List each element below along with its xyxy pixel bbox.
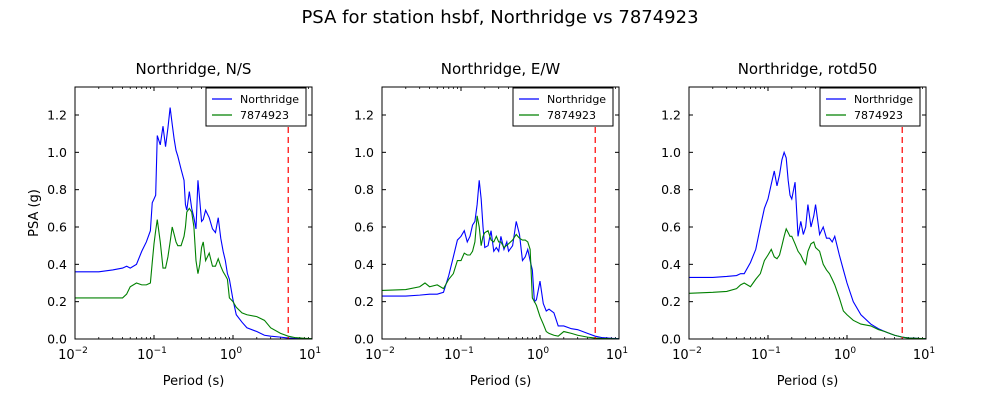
x-tick-label: 100 [220, 346, 243, 363]
legend-label: Northridge [240, 93, 299, 106]
subplot-title: Northridge, E/W [441, 60, 561, 78]
legend-label: Northridge [547, 93, 606, 106]
y-tick-label: 0.4 [661, 257, 681, 272]
legend-frame [512, 87, 614, 127]
subplot-title: Northridge, rotd50 [738, 60, 878, 78]
y-tick-label: 1.0 [354, 145, 374, 160]
x-tick-label: 100 [527, 346, 550, 363]
legend-label: Northridge [854, 93, 913, 106]
y-tick-label: 0.8 [47, 182, 67, 197]
y-tick-label: 0.4 [354, 257, 374, 272]
x-tick-label: 10−2 [58, 346, 88, 363]
y-axis-label: PSA (g) [27, 189, 42, 237]
y-tick-label: 0.8 [661, 182, 681, 197]
y-tick-label: 0.0 [354, 332, 374, 347]
x-tick-label: 100 [834, 346, 857, 363]
x-tick-label: 101 [606, 346, 628, 363]
y-tick-label: 0.4 [47, 257, 67, 272]
x-tick-label: 10−2 [365, 346, 395, 363]
y-tick-label: 0.2 [354, 294, 374, 309]
series-line-2 [689, 227, 926, 339]
legend-frame [205, 87, 307, 127]
legend-frame [819, 87, 921, 127]
y-tick-label: 0.2 [47, 294, 67, 309]
series-line-2 [382, 215, 619, 339]
y-tick-label: 0.0 [47, 332, 67, 347]
x-tick-label: 10−1 [751, 346, 781, 363]
y-tick-label: 0.8 [354, 182, 374, 197]
y-tick-label: 0.6 [47, 220, 67, 235]
legend: Northridge 7874923 [512, 87, 614, 127]
legend-label: 7874923 [854, 109, 903, 122]
subplot-1: Northridge, N/S 10−2 10−1 100 101 0.0 0.2 0.4 0.… [27, 60, 321, 389]
legend-label: 7874923 [240, 109, 289, 122]
x-axis-label: Period (s) [470, 374, 532, 389]
x-tick-label: 10−1 [137, 346, 167, 363]
axes-frame [74, 86, 313, 340]
legend-label: 7874923 [547, 109, 596, 122]
y-tick-label: 1.2 [661, 108, 681, 123]
y-tick-label: 0.6 [354, 220, 374, 235]
subplot-title: Northridge, N/S [136, 60, 252, 78]
axes-frame [688, 86, 927, 340]
x-tick-label: 101 [913, 346, 935, 363]
y-tick-label: 1.2 [354, 108, 374, 123]
series-line-1 [689, 150, 926, 339]
figure-title: PSA for station hsbf, Northridge vs 7874… [301, 7, 698, 28]
y-tick-label: 1.2 [47, 108, 67, 123]
y-tick-label: 1.0 [47, 145, 67, 160]
x-tick-label: 10−1 [444, 346, 474, 363]
y-tick-label: 0.6 [661, 220, 681, 235]
legend: Northridge 7874923 [205, 87, 307, 127]
series-line-2 [75, 207, 312, 339]
x-axis-label: Period (s) [777, 374, 839, 389]
series-line-1 [75, 107, 312, 339]
x-tick-label: 101 [299, 346, 321, 363]
y-tick-label: 1.0 [661, 145, 681, 160]
series-line-1 [382, 180, 619, 339]
y-tick-label: 0.2 [661, 294, 681, 309]
x-tick-label: 10−2 [672, 346, 702, 363]
x-axis-label: Period (s) [163, 374, 225, 389]
axes-frame [381, 86, 620, 340]
y-tick-label: 0.0 [661, 332, 681, 347]
subplot-3: Northridge, rotd50 10−2 10−1 100 101 0.0 0.2 0.… [661, 60, 935, 389]
legend: Northridge 7874923 [819, 87, 921, 127]
subplot-2: Northridge, E/W 10−2 10−1 100 101 0.0 0.2 0.4 0.… [354, 60, 628, 389]
